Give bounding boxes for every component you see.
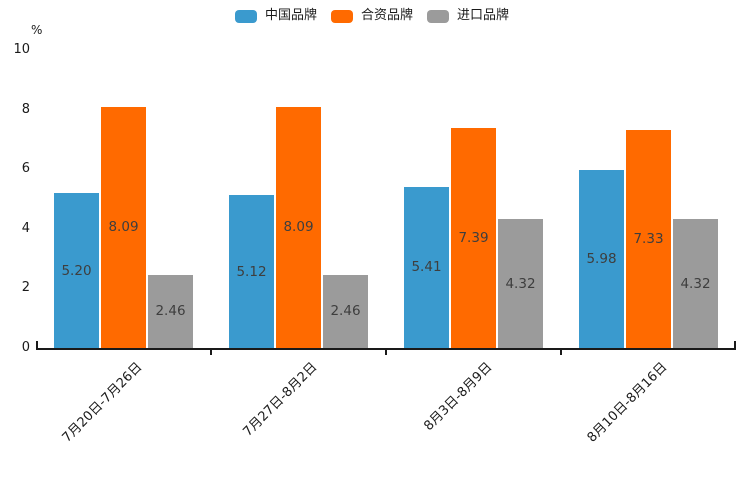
legend: 中国品牌 合资品牌 进口品牌 [0,8,744,24]
bar-value-label: 8.09 [108,219,139,236]
axis-endcap [36,341,38,348]
y-tick-label: 0 [21,340,30,355]
bar[interactable]: 8.09 [276,106,321,348]
bar[interactable]: 8.09 [101,106,146,348]
x-tick-label: 8月10日-8月16日 [584,359,670,446]
legend-label: 中国品牌 [264,8,317,23]
bar[interactable]: 5.41 [404,186,449,348]
bar[interactable]: 7.39 [451,127,496,348]
x-tick-label: 7月27日-8月2日 [239,359,320,440]
x-tick-label: 8月3日-8月9日 [420,359,495,434]
bar-value-label: 5.41 [411,259,442,276]
y-tick-label: 6 [21,161,30,177]
legend-label: 进口品牌 [457,8,510,23]
legend-swatch-icon [234,9,257,23]
bar-value-label: 5.20 [61,262,92,279]
bar[interactable]: 2.46 [323,274,368,348]
legend-item[interactable]: 合资品牌 [330,8,413,24]
y-tick-label: 10 [13,42,30,57]
axis-tick [560,350,562,355]
bar-value-label: 7.39 [458,229,489,246]
x-axis-line [36,348,736,350]
bar[interactable]: 5.98 [579,169,624,348]
bar-value-label: 4.32 [505,275,536,292]
bar[interactable]: 4.32 [498,219,543,348]
y-axis-unit-label: % [31,23,43,37]
x-tick-label: 7月20日-7月26日 [59,359,145,446]
legend-swatch-icon [330,9,353,23]
y-tick-label: 4 [21,220,30,236]
axis-tick [385,350,387,355]
bar-value-label: 5.98 [586,250,617,267]
bar-value-label: 8.09 [283,219,314,236]
bar[interactable]: 7.33 [626,129,671,348]
legend-label: 合资品牌 [360,8,413,23]
bar-value-label: 2.46 [330,303,361,320]
bar[interactable]: 2.46 [148,274,193,348]
axis-endcap [734,341,736,348]
y-tick-label: 2 [21,280,30,296]
legend-item[interactable]: 进口品牌 [427,8,509,24]
bar-value-label: 7.33 [633,230,664,247]
y-tick-label: 8 [21,101,30,117]
legend-swatch-icon [427,9,449,23]
bar[interactable]: 5.12 [229,195,274,348]
bar-value-label: 2.46 [155,303,186,320]
axis-tick [210,350,212,355]
bar-value-label: 5.12 [236,263,267,280]
legend-item[interactable]: 中国品牌 [234,8,317,24]
bar[interactable]: 4.32 [673,219,718,348]
bar[interactable]: 5.20 [54,193,99,348]
bar-value-label: 4.32 [680,275,711,292]
